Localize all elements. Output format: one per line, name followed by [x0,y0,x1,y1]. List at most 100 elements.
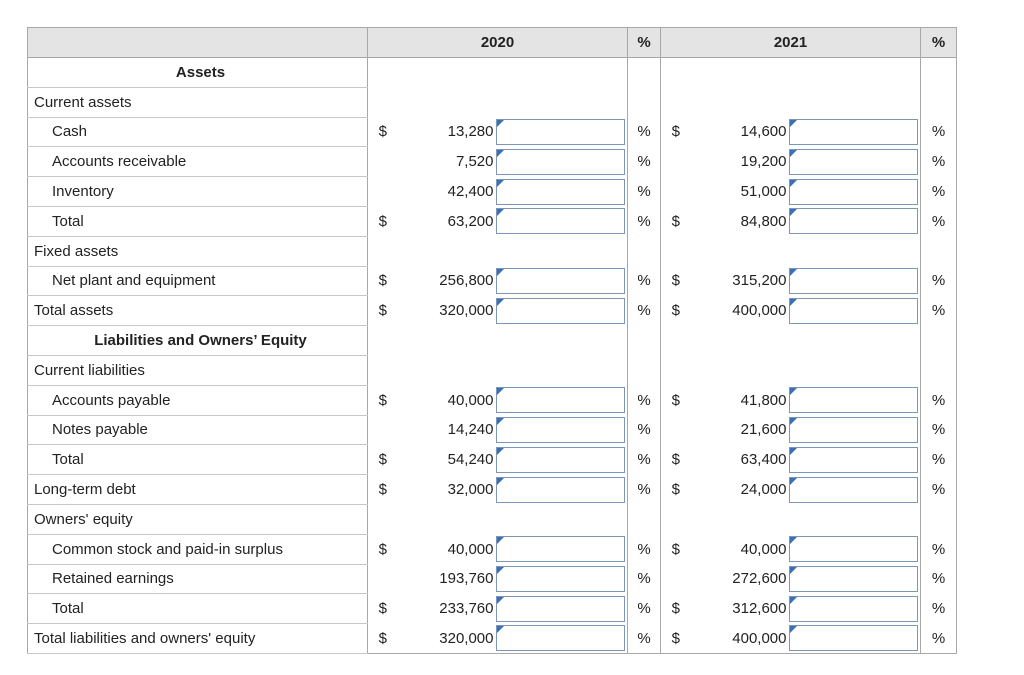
percent-sign: % [627,117,661,147]
amount: 21,600 [740,421,787,439]
percent-sign: % [920,206,957,237]
percent-input[interactable] [788,297,918,324]
percent-input[interactable] [788,208,918,235]
percent-input[interactable] [788,118,918,145]
percent-input[interactable] [495,208,625,235]
row-label: Total [27,444,368,476]
row-label: Accounts payable [27,385,368,416]
row-label: Total [27,206,368,237]
percent-input[interactable] [495,595,625,622]
percent-input[interactable] [495,387,625,414]
currency [368,415,398,445]
input-cell [496,58,628,88]
percent-input[interactable] [788,178,918,205]
amount: 63,400 [740,451,787,469]
percent-sign: % [920,176,957,207]
amount: 54,240 [447,451,494,469]
row-label: Owners' equity [27,504,368,535]
percent-input[interactable] [788,446,918,473]
percent-sign: % [627,385,661,416]
percent-input[interactable] [495,267,625,294]
header-row: 2020 % 2021 % [27,27,957,58]
percent-sign [627,504,661,535]
currency [368,147,398,177]
percent-input[interactable] [495,565,625,592]
currency: $ [378,391,387,409]
input-cell [788,266,921,296]
input-cell [788,147,921,177]
amount: 7,520 [455,153,494,171]
percent-input[interactable] [788,416,918,443]
currency: $ [378,540,387,558]
currency: $ [671,540,680,558]
percent-input[interactable] [495,476,625,503]
percent-sign: % [920,564,957,594]
input-cell [788,296,921,326]
input-cell [789,504,921,534]
header-cell: % [627,27,661,58]
percent-input[interactable] [788,267,918,294]
header-cell: 2020 [367,27,628,58]
percent-input[interactable] [788,148,918,175]
percent-sign [627,355,661,386]
input-cell [788,415,921,445]
input-cell [495,296,628,326]
percent-input[interactable] [495,297,625,324]
amount: 84,800 [740,212,787,230]
input-cell [788,385,921,415]
input-cell [496,326,628,356]
table-row: Common stock and paid-in surplus $40,000%… [27,534,957,565]
row-label: Notes payable [27,415,368,446]
percent-input[interactable] [495,416,625,443]
percent-input[interactable] [495,148,625,175]
currency [368,87,398,117]
percent-input[interactable] [788,536,918,563]
percent-input[interactable] [788,565,918,592]
currency: $ [378,123,387,141]
currency [661,564,691,594]
percent-sign: % [627,593,661,624]
currency: $ [378,212,387,230]
percent-input[interactable] [495,625,625,652]
table-row: Total $63,200% $84,800% [27,206,957,237]
row-label: Total [27,593,368,625]
amount: 13,280 [447,123,494,141]
percent-input[interactable] [495,536,625,563]
amount: 193,760 [439,570,494,588]
percent-input[interactable] [788,625,918,652]
input-cell [788,594,921,624]
input-cell [789,58,921,88]
percent-sign: % [627,206,661,237]
percent-input[interactable] [495,178,625,205]
header-cell: % [920,27,957,58]
percent-sign: % [627,415,661,445]
percent-input[interactable] [788,387,918,414]
amount: 256,800 [439,272,494,290]
currency: $ [671,481,680,499]
currency [368,58,398,88]
percent-sign [920,504,957,535]
percent-sign: % [627,564,661,594]
currency: $ [378,451,387,469]
percent-input[interactable] [495,446,625,473]
percent-input[interactable] [788,595,918,622]
input-cell [788,445,921,475]
input-cell [789,236,921,266]
amount [691,355,789,385]
amount [691,87,789,117]
amount [398,326,496,356]
currency: $ [671,391,680,409]
row-label: Accounts receivable [27,146,368,178]
amount [398,504,496,534]
input-cell [788,117,921,147]
percent-input[interactable] [495,118,625,145]
percent-sign: % [627,534,661,565]
percent-input[interactable] [788,476,918,503]
table-row: Cash $13,280% $14,600% [27,117,957,148]
row-label: Total assets [27,295,368,327]
amount: 400,000 [732,629,787,647]
amount: 19,200 [740,153,787,171]
input-cell [788,534,921,564]
input-cell [495,534,628,564]
percent-sign [920,325,957,356]
